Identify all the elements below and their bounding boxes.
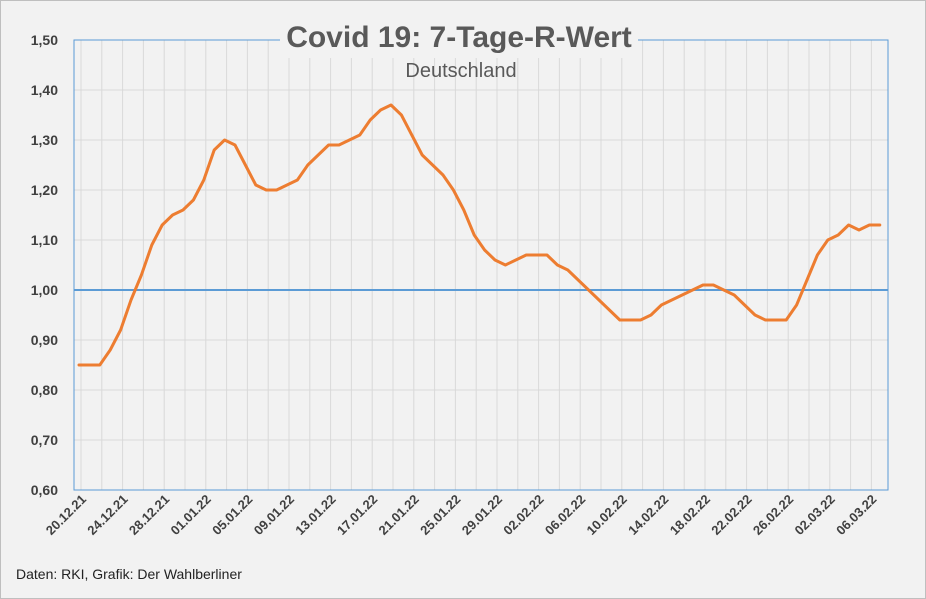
- data-point: [608, 309, 611, 312]
- data-point: [691, 289, 694, 292]
- data-point: [847, 224, 850, 227]
- data-point: [764, 319, 767, 322]
- data-point: [743, 304, 746, 307]
- data-point: [816, 254, 819, 257]
- data-point: [868, 224, 871, 227]
- data-point: [681, 294, 684, 297]
- data-point: [639, 319, 642, 322]
- series-line-r-value: [77, 103, 882, 367]
- data-point: [837, 234, 840, 237]
- data-point: [109, 349, 112, 352]
- gridlines: [74, 39, 888, 491]
- y-tick-label: 0,80: [31, 382, 58, 398]
- y-tick-label: 0,90: [31, 332, 58, 348]
- data-point: [504, 264, 507, 267]
- data-point: [369, 119, 372, 122]
- data-point: [223, 139, 226, 142]
- data-point: [140, 274, 143, 277]
- data-point: [566, 269, 569, 272]
- y-tick-label: 0,70: [31, 432, 58, 448]
- data-point: [254, 184, 257, 187]
- data-point: [202, 179, 205, 182]
- data-point: [130, 299, 133, 302]
- data-point: [119, 329, 122, 332]
- data-point: [98, 364, 101, 367]
- data-point: [213, 149, 216, 152]
- data-point: [577, 279, 580, 282]
- data-point: [306, 164, 309, 167]
- data-point: [722, 289, 725, 292]
- data-point: [150, 244, 153, 247]
- data-point: [546, 254, 549, 257]
- data-point: [410, 134, 413, 137]
- data-point: [598, 299, 601, 302]
- data-point: [473, 234, 476, 237]
- data-point: [400, 114, 403, 117]
- y-tick-label: 1,10: [31, 232, 58, 248]
- data-point: [618, 319, 621, 322]
- data-point: [452, 189, 455, 192]
- data-point: [421, 154, 424, 157]
- data-point: [338, 144, 341, 147]
- data-point: [317, 154, 320, 157]
- data-point: [431, 164, 434, 167]
- data-point: [514, 259, 517, 262]
- data-point: [161, 224, 164, 227]
- data-point: [826, 239, 829, 242]
- data-point: [390, 104, 393, 107]
- chart-subtitle: Deutschland: [405, 60, 516, 82]
- data-point: [348, 139, 351, 142]
- data-point: [296, 179, 299, 182]
- data-point: [327, 144, 330, 147]
- data-point: [525, 254, 528, 257]
- data-point: [358, 134, 361, 137]
- plot-area: [74, 40, 888, 490]
- y-tick-label: 1,50: [31, 32, 58, 48]
- data-point: [754, 314, 757, 317]
- data-point: [535, 254, 538, 257]
- data-point: [379, 109, 382, 112]
- data-point: [878, 224, 881, 227]
- data-point: [774, 319, 777, 322]
- y-tick-label: 1,30: [31, 132, 58, 148]
- series-layer: [77, 103, 882, 367]
- data-point: [702, 284, 705, 287]
- data-point: [587, 289, 590, 292]
- data-point: [660, 304, 663, 307]
- data-point: [556, 264, 559, 267]
- data-point: [78, 364, 81, 367]
- data-point: [286, 184, 289, 187]
- data-point: [483, 249, 486, 252]
- data-point: [171, 214, 174, 217]
- title-layer: Covid 19: 7-Tage-R-Wert Deutschland: [280, 18, 638, 82]
- data-point: [442, 174, 445, 177]
- y-tick-label: 1,00: [31, 282, 58, 298]
- data-point: [785, 319, 788, 322]
- data-point: [234, 144, 237, 147]
- data-point: [182, 209, 185, 212]
- data-point: [265, 189, 268, 192]
- data-point: [858, 229, 861, 232]
- y-tick-label: 1,40: [31, 82, 58, 98]
- y-tick-label: 0,60: [31, 482, 58, 498]
- data-point: [795, 304, 798, 307]
- y-tick-label: 1,20: [31, 182, 58, 198]
- data-point: [494, 259, 497, 262]
- data-point: [629, 319, 632, 322]
- data-point: [806, 279, 809, 282]
- title-background: [280, 18, 638, 58]
- data-point: [733, 294, 736, 297]
- data-point: [275, 189, 278, 192]
- source-footer: Daten: RKI, Grafik: Der Wahlberliner: [16, 566, 242, 582]
- data-point: [650, 314, 653, 317]
- data-point: [88, 364, 91, 367]
- data-point: [712, 284, 715, 287]
- data-point: [462, 209, 465, 212]
- chart-title: Covid 19: 7-Tage-R-Wert: [286, 21, 632, 54]
- data-point: [244, 164, 247, 167]
- data-point: [192, 199, 195, 202]
- data-point: [670, 299, 673, 302]
